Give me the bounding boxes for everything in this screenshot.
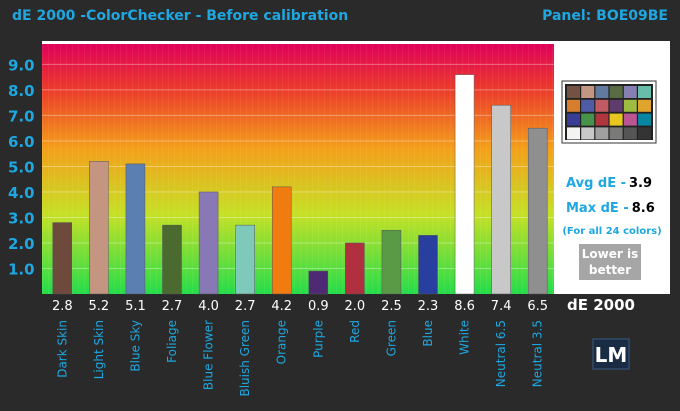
y-tick-label: 1.0 [8, 260, 35, 278]
checker-patch [638, 113, 651, 126]
y-tick-label: 7.0 [8, 107, 35, 125]
checker-patch [638, 127, 651, 140]
x-tick-label: Bluish Green [238, 320, 252, 397]
value-label: 5.2 [89, 299, 110, 314]
x-tick-label: Light Skin [92, 320, 106, 379]
x-tick-label: Purple [311, 320, 325, 358]
checker-patch [567, 86, 580, 98]
x-tick-label: White [458, 320, 472, 355]
checker-patch [623, 86, 637, 98]
x-tick-label: Neutral 6.5 [494, 320, 508, 387]
max-de-label: Max dE -8.6 [566, 201, 655, 216]
bar [89, 161, 109, 295]
checker-patch [609, 99, 623, 112]
bar [527, 127, 548, 295]
checker-patch [581, 113, 595, 126]
value-label: 2.0 [345, 299, 366, 314]
checker-patch [581, 86, 595, 98]
x-tick-label: Green [384, 320, 398, 356]
lower-is-better-badge [579, 244, 641, 280]
avg-de-label: Avg dE -3.9 [566, 176, 652, 191]
value-label: 6.5 [527, 299, 548, 314]
logo-box [592, 338, 630, 370]
x-tick-label: Blue [421, 320, 435, 347]
checker-patch [595, 127, 609, 140]
value-label: 2.5 [381, 299, 402, 314]
x-tick-label: Neutral 3.5 [531, 320, 545, 387]
checker-patch [567, 99, 580, 112]
x-tick-label: Foliage [165, 320, 179, 363]
y-tick-label: 6.0 [8, 133, 35, 151]
value-label: 0.9 [308, 299, 329, 314]
value-label: 2.8 [52, 299, 73, 314]
bar [381, 229, 402, 295]
bar [235, 224, 255, 295]
plot-stripes [42, 44, 554, 294]
bar [491, 104, 511, 295]
checker-patch [623, 127, 637, 140]
checker-patch [638, 99, 651, 112]
bar [125, 163, 146, 295]
panel-label: Panel: BOE09BE [542, 8, 668, 24]
value-label: 4.0 [198, 299, 219, 314]
chart-title: dE 2000 -ColorChecker - Before calibrati… [12, 8, 349, 24]
x-tick-label: Blue Sky [128, 320, 142, 372]
checker-patch [609, 127, 623, 140]
x-tick-label: Red [348, 320, 362, 343]
bar [198, 191, 219, 295]
value-label: 2.3 [418, 299, 439, 314]
x-tick-label: Blue Flower [202, 320, 216, 390]
value-label: 8.6 [454, 299, 475, 314]
bar [345, 242, 365, 295]
max-de-value: 8.6 [632, 201, 655, 216]
y-tick-label: 2.0 [8, 235, 35, 253]
bar [271, 186, 292, 295]
y-tick-label: 4.0 [8, 184, 35, 202]
checker-patch [638, 86, 651, 98]
logo-text: LM [595, 343, 628, 367]
metric-label: dE 2000 [567, 296, 635, 314]
y-tick-label: 3.0 [8, 209, 35, 227]
bar [308, 270, 329, 295]
value-label: 4.2 [271, 299, 292, 314]
bar [418, 235, 438, 295]
avg-de-value: 3.9 [629, 176, 652, 191]
value-label: 2.7 [162, 299, 183, 314]
checker-patch [609, 86, 623, 98]
checker-patch [623, 113, 637, 126]
checker-patch [623, 99, 637, 112]
checker-patch [595, 99, 609, 112]
bar [52, 222, 73, 295]
y-tick-label: 9.0 [8, 56, 35, 74]
stats-note: (For all 24 colors) [562, 226, 661, 237]
checker-patch [567, 113, 580, 126]
checker-patch [595, 86, 609, 98]
lower-is-better-line1: Lower is [582, 247, 638, 261]
y-tick-label: 8.0 [8, 82, 35, 100]
checker-patch [567, 127, 580, 140]
x-tick-label: Dark Skin [55, 320, 69, 378]
value-label: 7.4 [491, 299, 512, 314]
checker-patch [595, 113, 609, 126]
color-checker [561, 80, 657, 144]
bar [454, 74, 475, 295]
value-label: 2.7 [235, 299, 256, 314]
value-label: 5.1 [125, 299, 146, 314]
checker-patch [581, 127, 595, 140]
bar [162, 224, 182, 295]
checker-patch [609, 113, 623, 126]
x-tick-label: Orange [275, 320, 289, 364]
logo: LM [592, 338, 630, 370]
y-tick-label: 5.0 [8, 158, 35, 176]
checker-patch [581, 99, 595, 112]
lower-is-better-line2: better [589, 263, 631, 277]
